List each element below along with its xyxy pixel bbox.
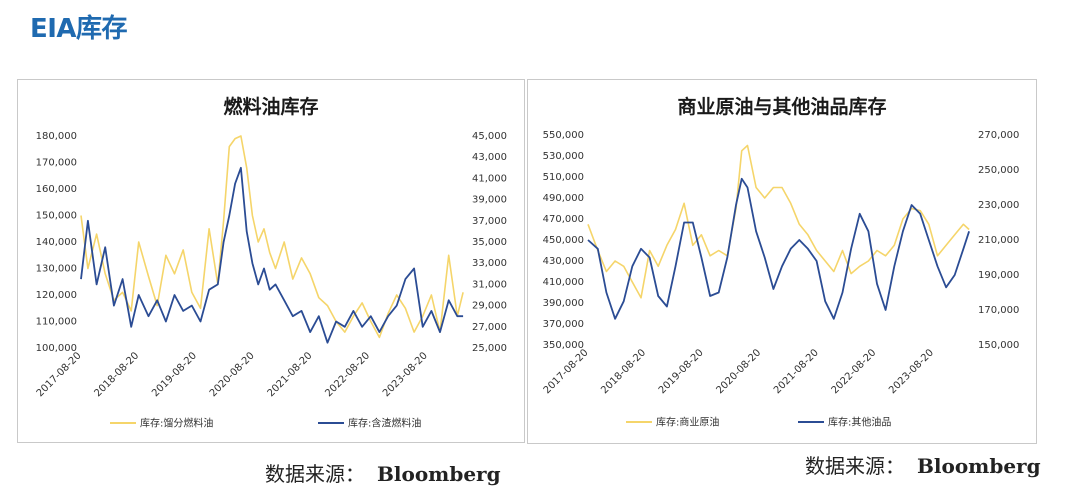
y-left-tick-label: 430,000	[543, 256, 584, 267]
y-left-tick-label: 110,000	[36, 317, 77, 328]
legend-label: 库存:商业原油	[656, 416, 719, 429]
y-left-tick-label: 530,000	[543, 151, 584, 162]
crude-other-chart-svg: 350,000 370,000 390,000 410,000 430,000 450,0…	[542, 130, 1020, 429]
x-tick-label: 2022-08-20	[323, 350, 372, 399]
y-right-tick-label: 150,000	[978, 340, 1019, 351]
source-label: 数据来源：	[805, 454, 905, 478]
y-right-tick-label: 35,000	[472, 237, 507, 248]
y-left-tick-label: 410,000	[543, 277, 584, 288]
y-right-tick-label: 37,000	[472, 216, 507, 227]
x-tick-label: 2023-08-20	[381, 350, 430, 399]
chart-title: 商业原油与其他油品库存	[677, 96, 887, 118]
y-right-tick-label: 27,000	[472, 322, 507, 333]
series-line-1	[587, 144, 970, 299]
y-right-tick-label: 250,000	[978, 165, 1019, 176]
x-tick-label: 2020-08-20	[208, 350, 257, 399]
y-right-tick-label: 230,000	[978, 200, 1019, 211]
y-left-tick-label: 490,000	[543, 193, 584, 204]
fuel-oil-chart-svg: 100,000 110,000 120,000 130,000 140,000 150,0…	[35, 131, 507, 430]
x-tick-label: 2022-08-20	[830, 347, 879, 396]
y-left-tick-label: 100,000	[36, 343, 77, 354]
series-line-1	[80, 135, 464, 339]
y-left-tick-label: 370,000	[543, 319, 584, 330]
data-source: 数据来源： Bloomberg	[265, 458, 501, 487]
legend-label: 库存:馏分燃料油	[140, 417, 213, 430]
y-left-tick-label: 390,000	[543, 298, 584, 309]
x-tick-label: 2023-08-20	[887, 347, 936, 396]
y-right-tick-label: 210,000	[978, 235, 1019, 246]
y-left-tick-label: 510,000	[543, 172, 584, 183]
y-left-tick-label: 170,000	[36, 158, 77, 169]
y-right-tick-label: 39,000	[472, 195, 507, 206]
chart-panel-crude-and-other: 商业原油与其他油品库存 350,000 370,000 390,000 410,000…	[527, 79, 1037, 444]
x-tick-label: 2019-08-20	[657, 347, 706, 396]
y-right-tick-label: 43,000	[472, 152, 507, 163]
x-tick-label: 2021-08-20	[266, 350, 315, 399]
chart-title: 燃料油库存	[223, 96, 319, 118]
y-right-tick-label: 29,000	[472, 301, 507, 312]
source-name: Bloomberg	[917, 454, 1041, 478]
y-left-tick-label: 130,000	[36, 264, 77, 275]
y-left-tick-label: 450,000	[543, 235, 584, 246]
legend-label: 库存:其他油品	[828, 416, 891, 429]
y-right-tick-label: 170,000	[978, 305, 1019, 316]
x-tick-label: 2018-08-20	[599, 347, 648, 396]
y-left-tick-label: 180,000	[36, 131, 77, 142]
y-left-tick-label: 350,000	[543, 340, 584, 351]
y-right-tick-label: 25,000	[472, 343, 507, 354]
y-left-tick-label: 550,000	[543, 130, 584, 141]
y-left-tick-label: 470,000	[543, 214, 584, 225]
x-tick-label: 2019-08-20	[150, 350, 199, 399]
y-left-tick-label: 160,000	[36, 184, 77, 195]
x-tick-label: 2021-08-20	[772, 347, 821, 396]
y-left-tick-label: 150,000	[36, 211, 77, 222]
series-line-2	[80, 166, 464, 344]
y-left-tick-label: 120,000	[36, 290, 77, 301]
x-tick-label: 2020-08-20	[714, 347, 763, 396]
source-name: Bloomberg	[377, 462, 501, 486]
data-source: 数据来源： Bloomberg	[805, 450, 1041, 479]
y-right-tick-label: 41,000	[472, 173, 507, 184]
y-right-tick-label: 190,000	[978, 270, 1019, 281]
series-line-2	[587, 177, 970, 320]
y-right-tick-label: 33,000	[472, 258, 507, 269]
source-label: 数据来源：	[265, 462, 365, 486]
x-tick-label: 2018-08-20	[92, 350, 141, 399]
x-tick-label: 2017-08-20	[35, 350, 84, 399]
y-right-tick-label: 31,000	[472, 279, 507, 290]
y-right-tick-label: 270,000	[978, 130, 1019, 141]
y-left-tick-label: 140,000	[36, 237, 77, 248]
legend-label: 库存:含渣燃料油	[348, 417, 421, 430]
chart-panel-fuel-oil: 燃料油库存 100,000 110,000 120,000 130,000 140,00…	[17, 79, 525, 443]
y-right-tick-label: 45,000	[472, 131, 507, 142]
x-tick-label: 2017-08-20	[542, 347, 591, 396]
page-title: EIA库存	[30, 14, 128, 44]
